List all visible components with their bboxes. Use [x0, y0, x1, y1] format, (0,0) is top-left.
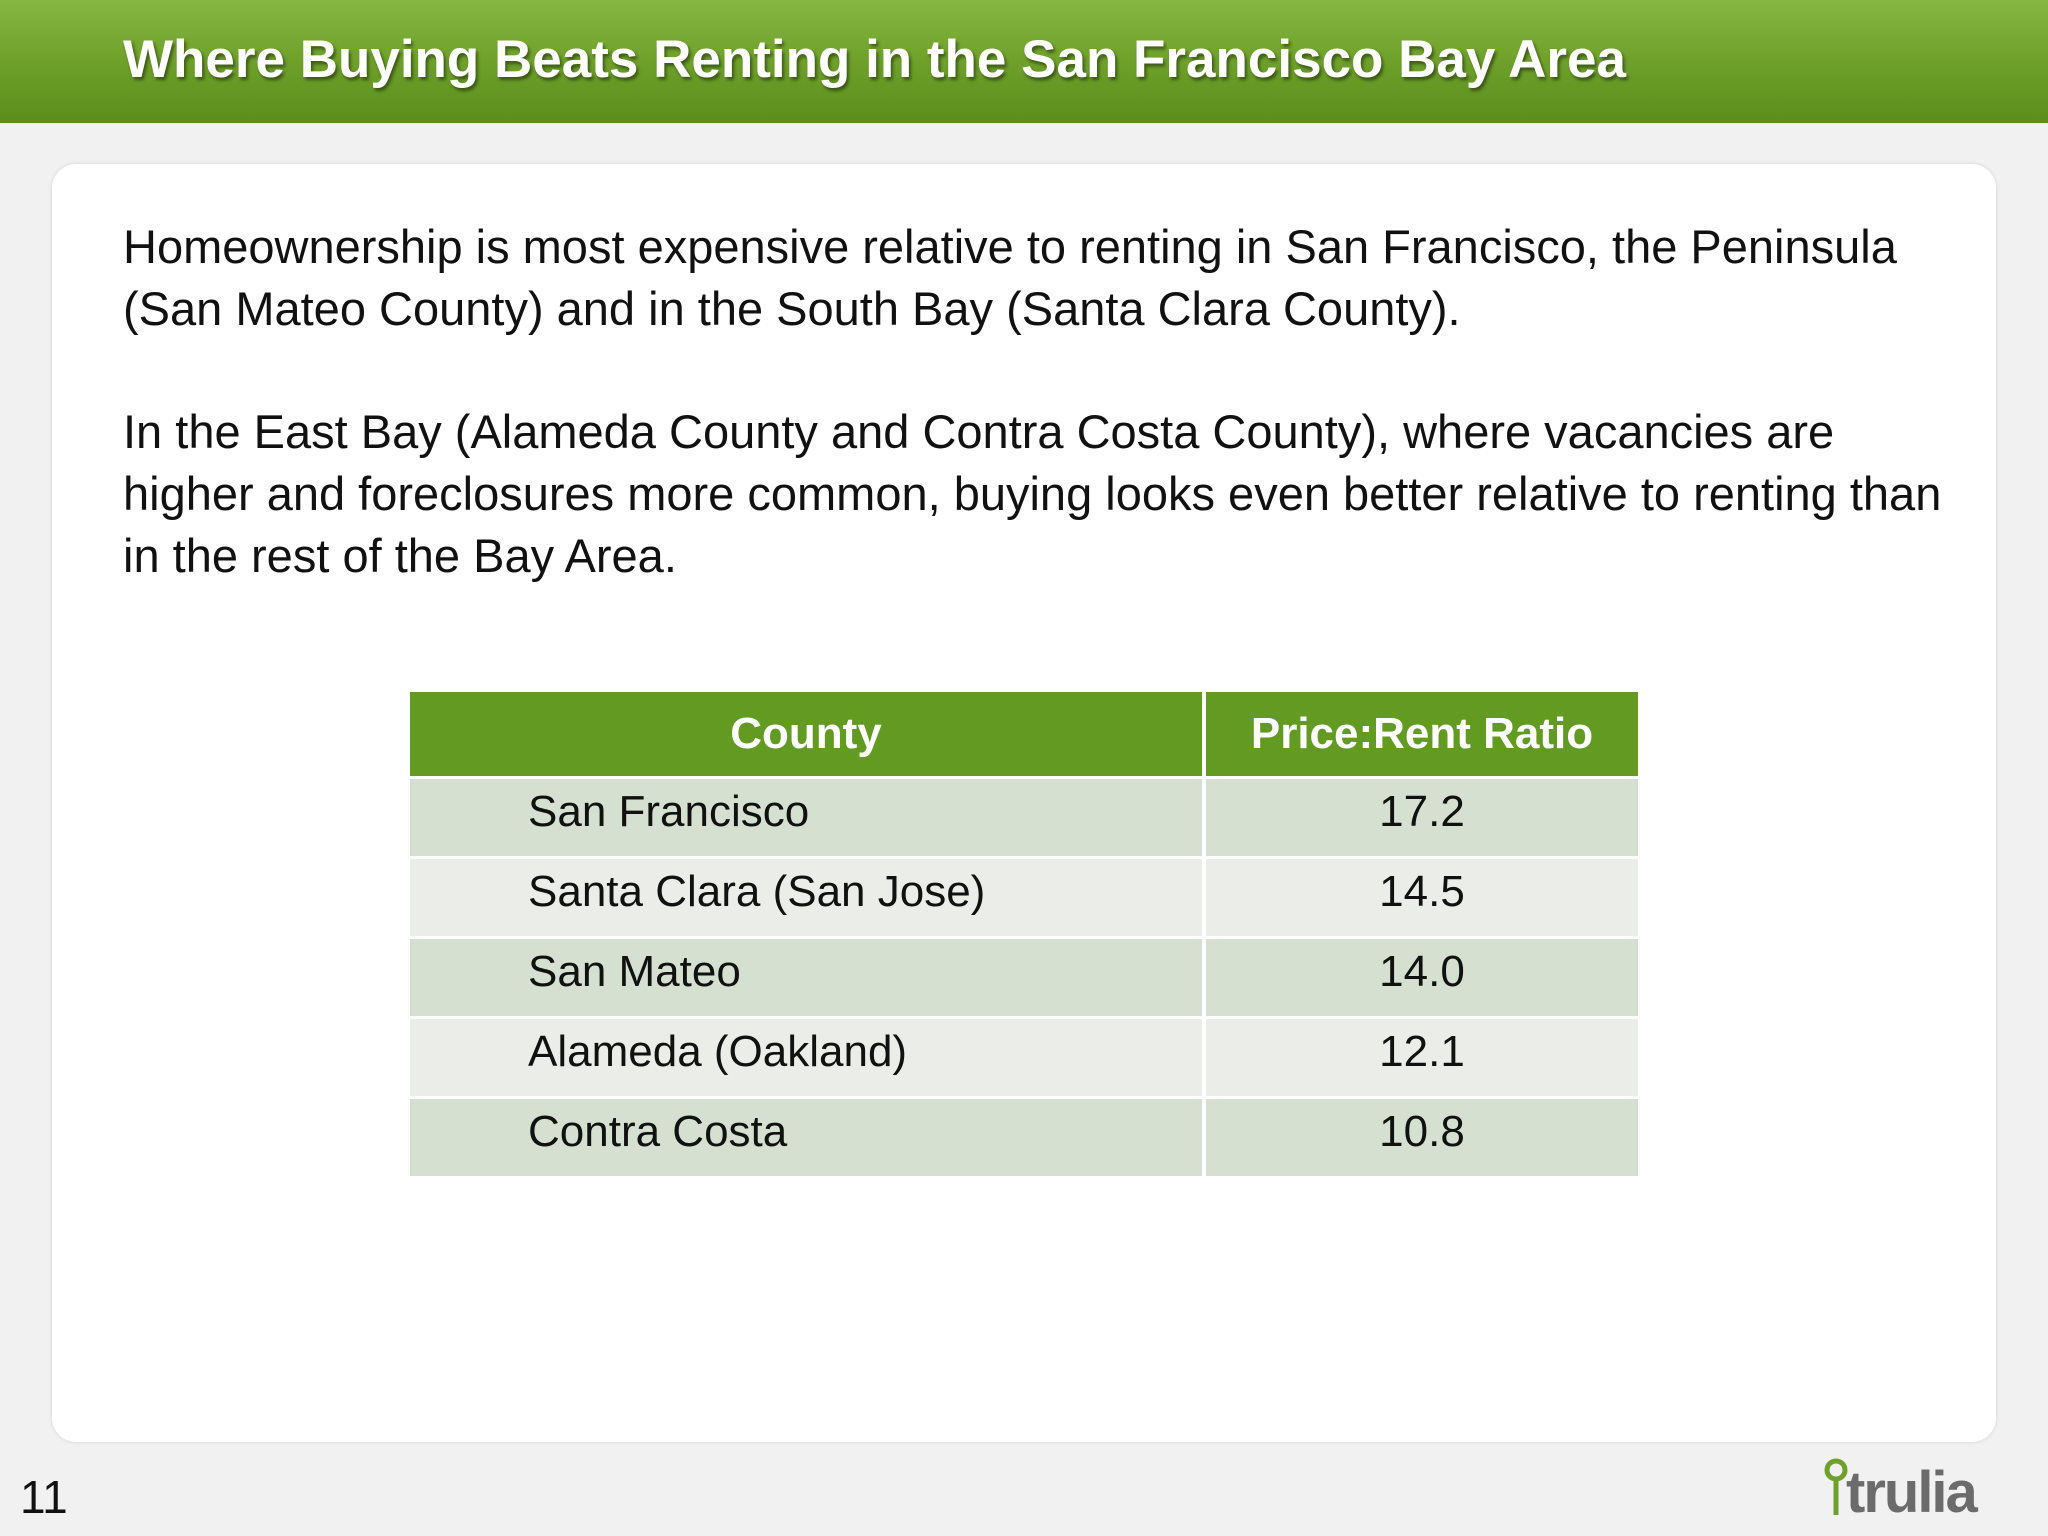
county-cell: Santa Clara (San Jose) — [410, 856, 1202, 936]
table-row: Contra Costa 10.8 — [410, 1096, 1638, 1176]
table-row: San Mateo 14.0 — [410, 936, 1638, 1016]
county-cell: San Francisco — [410, 776, 1202, 856]
county-cell: San Mateo — [410, 936, 1202, 1016]
paragraph-1: Homeownership is most expensive relative… — [123, 220, 1897, 335]
ratio-cell: 17.2 — [1202, 776, 1638, 856]
logo-text: trulia — [1846, 1460, 1979, 1524]
slide-header: Where Buying Beats Renting in the San Fr… — [0, 0, 2048, 123]
table-row: Santa Clara (San Jose) 14.5 — [410, 856, 1638, 936]
column-header-ratio: Price:Rent Ratio — [1202, 692, 1638, 776]
page-number: 11 — [20, 1471, 68, 1523]
ratio-cell: 12.1 — [1202, 1016, 1638, 1096]
table-header-row: County Price:Rent Ratio — [410, 692, 1638, 776]
paragraph-2: In the East Bay (Alameda County and Cont… — [123, 405, 1942, 582]
table-row: San Francisco 17.2 — [410, 776, 1638, 856]
ratio-cell: 14.0 — [1202, 936, 1638, 1016]
map-pin-icon — [1824, 1458, 1848, 1515]
column-header-county: County — [410, 692, 1202, 776]
table-row: Alameda (Oakland) 12.1 — [410, 1016, 1638, 1096]
price-rent-table: County Price:Rent Ratio San Francisco 17… — [410, 692, 1638, 1176]
ratio-cell: 14.5 — [1202, 856, 1638, 936]
county-cell: Contra Costa — [410, 1096, 1202, 1176]
county-cell: Alameda (Oakland) — [410, 1016, 1202, 1096]
trulia-logo: trulia — [1824, 1458, 1981, 1524]
slide-title: Where Buying Beats Renting in the San Fr… — [123, 30, 1626, 89]
ratio-cell: 10.8 — [1202, 1096, 1638, 1176]
